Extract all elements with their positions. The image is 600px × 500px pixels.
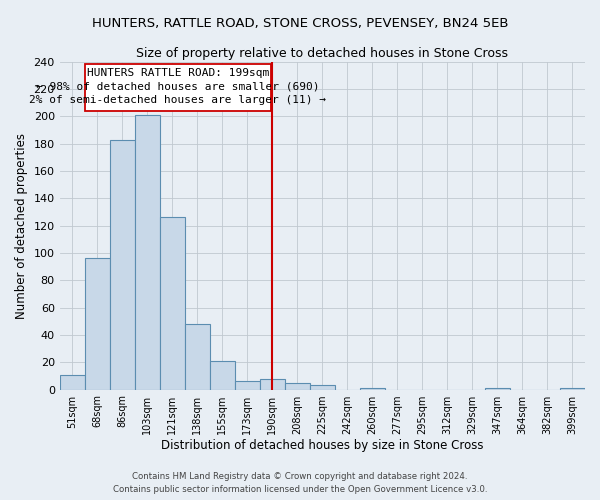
Bar (560, 388, 585, 390)
Bar (260, 378, 285, 390)
Bar (235, 382, 260, 390)
Bar (285, 383, 310, 390)
Bar (59, 374, 85, 390)
Text: 2% of semi-detached houses are larger (11) →: 2% of semi-detached houses are larger (1… (29, 96, 326, 106)
Text: ← 98% of detached houses are smaller (690): ← 98% of detached houses are smaller (69… (36, 82, 320, 92)
Bar (160, 218, 185, 390)
Text: HUNTERS RATTLE ROAD: 199sqm: HUNTERS RATTLE ROAD: 199sqm (87, 68, 269, 78)
Bar (210, 361, 235, 390)
Text: HUNTERS, RATTLE ROAD, STONE CROSS, PEVENSEY, BN24 5EB: HUNTERS, RATTLE ROAD, STONE CROSS, PEVEN… (92, 18, 508, 30)
Title: Size of property relative to detached houses in Stone Cross: Size of property relative to detached ho… (136, 48, 508, 60)
Bar (360, 388, 385, 390)
X-axis label: Distribution of detached houses by size in Stone Cross: Distribution of detached houses by size … (161, 440, 484, 452)
Bar (85, 64, 271, 111)
Bar (485, 388, 510, 390)
Bar (110, 140, 135, 390)
Bar (85, 258, 110, 390)
Bar (310, 386, 335, 390)
Text: Contains HM Land Registry data © Crown copyright and database right 2024.
Contai: Contains HM Land Registry data © Crown c… (113, 472, 487, 494)
Y-axis label: Number of detached properties: Number of detached properties (15, 132, 28, 318)
Bar (185, 324, 210, 390)
Bar (135, 115, 160, 390)
